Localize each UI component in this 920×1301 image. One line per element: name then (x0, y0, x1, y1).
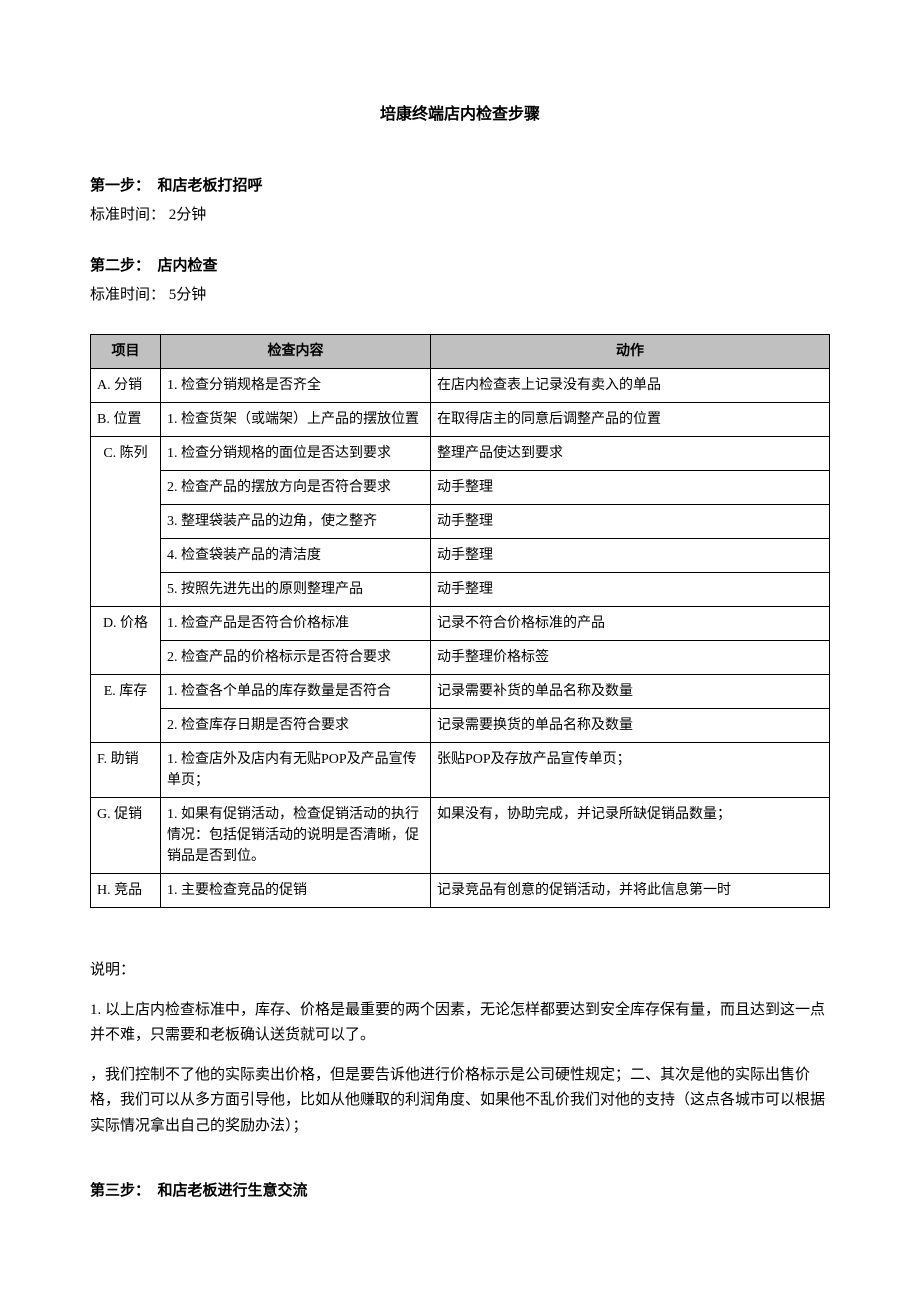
table-row: B. 位置 1. 检查货架（或端架）上产品的摆放位置 在取得店主的同意后调整产品… (91, 403, 830, 437)
cell: 1. 检查各个单品的库存数量是否符合 (161, 675, 431, 709)
table-row: F. 助销 1. 检查店外及店内有无贴POP及产品宣传单页； 张贴POP及存放产… (91, 743, 830, 798)
step1-heading: 第一步： 和店老板打招呼 (90, 174, 830, 195)
cell: 记录需要补货的单品名称及数量 (431, 675, 830, 709)
notes-p1: 1. 以上店内检查标准中，库存、价格是最重要的两个因素，无论怎样都要达到安全库存… (90, 998, 830, 1049)
cat-B: B. 位置 (91, 403, 161, 437)
notes-p2: ，我们控制不了他的实际卖出价格，但是要告诉他进行价格标示是公司硬性规定；二、其次… (90, 1063, 830, 1140)
cat-E: E. 库存 (91, 675, 161, 743)
cell: 1. 检查店外及店内有无贴POP及产品宣传单页； (161, 743, 431, 798)
cell: 4. 检查袋装产品的清洁度 (161, 539, 431, 573)
page-title: 培康终端店内检查步骤 (90, 100, 830, 124)
cell: 1. 检查货架（或端架）上产品的摆放位置 (161, 403, 431, 437)
cell: 动手整理价格标签 (431, 641, 830, 675)
cell: 动手整理 (431, 573, 830, 607)
cell: 记录竞品有创意的促销活动，并将此信息第一时 (431, 874, 830, 908)
table-row: 4. 检查袋装产品的清洁度 动手整理 (91, 539, 830, 573)
cat-D: D. 价格 (91, 607, 161, 675)
cell: 记录不符合价格标准的产品 (431, 607, 830, 641)
cell: 1. 主要检查竞品的促销 (161, 874, 431, 908)
cat-F: F. 助销 (91, 743, 161, 798)
cell: 动手整理 (431, 539, 830, 573)
step3-heading: 第三步： 和店老板进行生意交流 (90, 1179, 830, 1200)
notes-label: 说明： (90, 958, 830, 984)
cell: 张贴POP及存放产品宣传单页； (431, 743, 830, 798)
table-row: 2. 检查库存日期是否符合要求 记录需要换货的单品名称及数量 (91, 709, 830, 743)
cell: 1. 检查分销规格的面位是否达到要求 (161, 437, 431, 471)
cell: 如果没有，协助完成，并记录所缺促销品数量； (431, 798, 830, 874)
cell: 记录需要换货的单品名称及数量 (431, 709, 830, 743)
table-row: D. 价格 1. 检查产品是否符合价格标准 记录不符合价格标准的产品 (91, 607, 830, 641)
cell: 2. 检查库存日期是否符合要求 (161, 709, 431, 743)
cell: 动手整理 (431, 471, 830, 505)
cat-H: H. 竞品 (91, 874, 161, 908)
table-row: C. 陈列 1. 检查分销规格的面位是否达到要求 整理产品使达到要求 (91, 437, 830, 471)
cell: 5. 按照先进先出的原则整理产品 (161, 573, 431, 607)
cat-A: A. 分销 (91, 369, 161, 403)
inspection-table: 项目 检查内容 动作 A. 分销 1. 检查分销规格是否齐全 在店内检查表上记录… (90, 334, 830, 908)
cat-G: G. 促销 (91, 798, 161, 874)
cell: 2. 检查产品的价格标示是否符合要求 (161, 641, 431, 675)
cell: 动手整理 (431, 505, 830, 539)
table-row: H. 竞品 1. 主要检查竞品的促销 记录竞品有创意的促销活动，并将此信息第一时 (91, 874, 830, 908)
table-row: G. 促销 1. 如果有促销活动，检查促销活动的执行情况：包括促销活动的说明是否… (91, 798, 830, 874)
table-row: 2. 检查产品的摆放方向是否符合要求 动手整理 (91, 471, 830, 505)
step1-time: 标准时间： 2分钟 (90, 203, 830, 224)
cell: 2. 检查产品的摆放方向是否符合要求 (161, 471, 431, 505)
cell: 1. 检查分销规格是否齐全 (161, 369, 431, 403)
table-row: 2. 检查产品的价格标示是否符合要求 动手整理价格标签 (91, 641, 830, 675)
col-check: 检查内容 (161, 335, 431, 369)
cell: 整理产品使达到要求 (431, 437, 830, 471)
cell: 1. 检查产品是否符合价格标准 (161, 607, 431, 641)
col-item: 项目 (91, 335, 161, 369)
col-action: 动作 (431, 335, 830, 369)
cat-C: C. 陈列 (91, 437, 161, 607)
cell: 在取得店主的同意后调整产品的位置 (431, 403, 830, 437)
table-row: A. 分销 1. 检查分销规格是否齐全 在店内检查表上记录没有卖入的单品 (91, 369, 830, 403)
table-row: E. 库存 1. 检查各个单品的库存数量是否符合 记录需要补货的单品名称及数量 (91, 675, 830, 709)
cell: 3. 整理袋装产品的边角，使之整齐 (161, 505, 431, 539)
table-row: 3. 整理袋装产品的边角，使之整齐 动手整理 (91, 505, 830, 539)
notes-block: 说明： 1. 以上店内检查标准中，库存、价格是最重要的两个因素，无论怎样都要达到… (90, 958, 830, 1139)
step2-heading: 第二步： 店内检查 (90, 254, 830, 275)
step2-time: 标准时间： 5分钟 (90, 283, 830, 304)
cell: 1. 如果有促销活动，检查促销活动的执行情况：包括促销活动的说明是否清晰，促销品… (161, 798, 431, 874)
cell: 在店内检查表上记录没有卖入的单品 (431, 369, 830, 403)
table-row: 5. 按照先进先出的原则整理产品 动手整理 (91, 573, 830, 607)
